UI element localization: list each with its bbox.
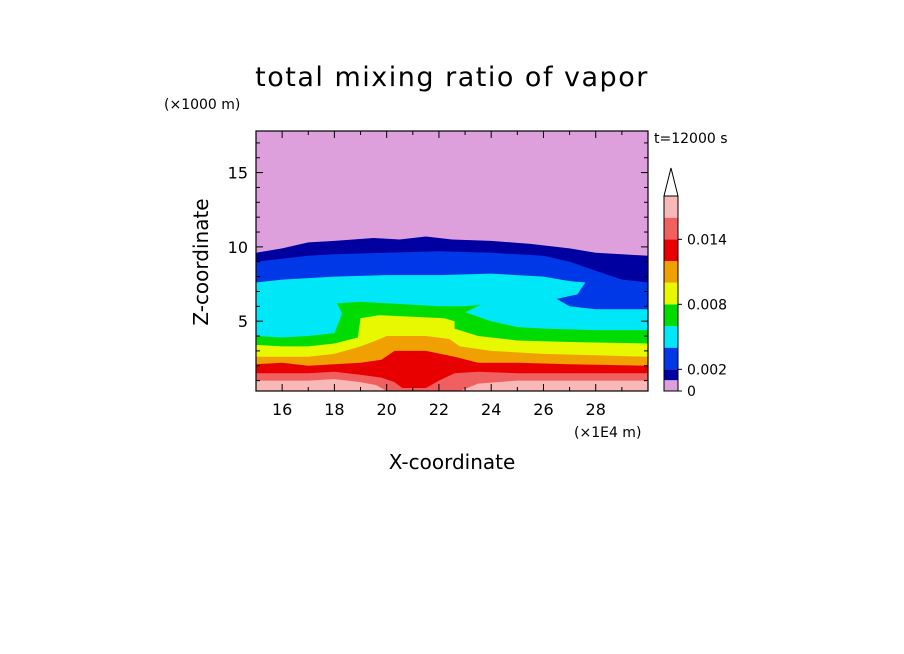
colorbar-extend-arrow — [663, 167, 679, 197]
colorbar-tick-label: 0 — [687, 384, 696, 400]
x-tick-label: 28 — [586, 400, 606, 419]
colorbar-segment — [664, 196, 678, 218]
colorbar-segment — [664, 380, 678, 391]
colorbar-segment — [664, 369, 678, 381]
x-tick-label: 16 — [272, 400, 292, 419]
contour-band-9 — [256, 379, 648, 391]
time-label: t=12000 s — [654, 131, 728, 147]
x-axis: 16 18 20 22 24 26 28 — [255, 131, 649, 419]
x-tick-label: 26 — [533, 400, 553, 419]
x-tick-label: 18 — [324, 400, 344, 419]
colorbar-segment — [664, 326, 678, 348]
colorbar-segment — [664, 239, 678, 261]
x-unit-label: (×1E4 m) — [574, 425, 641, 441]
chart-title: total mixing ratio of vapor — [255, 62, 649, 93]
colorbar: 0 0.002 0.008 0.014 — [663, 167, 727, 400]
x-tick-label: 24 — [481, 400, 501, 419]
y-tick-label: 10 — [228, 238, 248, 257]
plot-area — [256, 131, 648, 391]
y-tick-label: 15 — [228, 164, 248, 183]
x-tick-label: 20 — [376, 400, 396, 419]
y-axis: 5 10 15 — [228, 142, 648, 382]
plot-frame — [255, 130, 649, 392]
y-tick-label: 5 — [238, 312, 248, 331]
y-unit-label: (×1000 m) — [164, 97, 240, 113]
x-axis-label: X-coordinate — [389, 450, 516, 474]
y-axis-label: Z-coordinate — [189, 198, 213, 325]
colorbar-tick-label: 0.008 — [687, 297, 727, 313]
colorbar-segment — [664, 282, 678, 305]
colorbar-segment — [664, 217, 678, 240]
colorbar-segment — [664, 347, 678, 370]
x-tick-label: 22 — [429, 400, 449, 419]
colorbar-tick-label: 0.014 — [687, 232, 727, 248]
colorbar-segment — [664, 304, 678, 326]
colorbar-tick-label: 0.002 — [687, 362, 727, 378]
colorbar-segment — [664, 261, 678, 283]
